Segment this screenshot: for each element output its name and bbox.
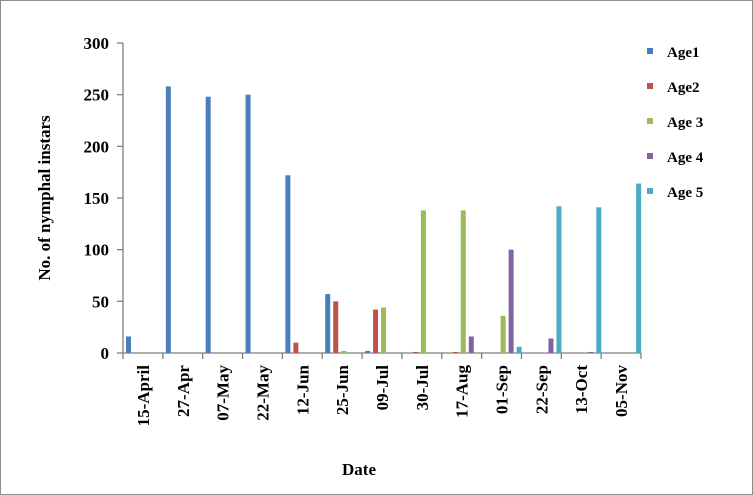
chart-axes: [122, 43, 641, 354]
bar: [373, 309, 379, 353]
legend-label: Age1: [667, 45, 700, 61]
bar: [412, 351, 418, 353]
x-tick-label: 13-Oct: [572, 365, 591, 414]
y-ticks: 0 50 100 150 200 250 300: [84, 34, 123, 363]
x-tick-label: 15-April: [134, 365, 153, 427]
bar: [126, 336, 131, 353]
y-tick-label: 50: [92, 292, 109, 311]
bar: [165, 86, 171, 354]
bar: [636, 183, 642, 353]
legend-swatch: [647, 153, 653, 159]
bar: [516, 346, 522, 353]
x-tick-label: 09-Jul: [373, 365, 392, 411]
bar: [460, 210, 466, 353]
x-tick-label: 27-Apr: [174, 365, 193, 417]
y-tick-label: 250: [84, 86, 110, 105]
legend-swatch: [647, 48, 653, 54]
bar: [341, 350, 347, 353]
y-tick-label: 300: [84, 34, 110, 53]
x-tick-label: 22-May: [253, 365, 272, 421]
bar: [205, 96, 211, 353]
bar: [588, 351, 594, 353]
bar: [500, 315, 506, 353]
x-tick-label: 22-Sep: [532, 365, 551, 414]
x-tick-label: 12-Jun: [293, 364, 312, 415]
y-tick-label: 0: [101, 344, 110, 363]
y-tick-label: 150: [84, 189, 110, 208]
bar: [468, 336, 474, 353]
bar: [381, 307, 387, 353]
y-tick-label: 100: [84, 241, 110, 260]
x-tick-label: 01-Sep: [493, 365, 512, 414]
legend-label: Age 3: [667, 115, 703, 131]
y-axis-title: No. of nymphal instars: [35, 115, 54, 281]
bar: [420, 210, 426, 353]
bar: [325, 294, 331, 353]
bar: [556, 206, 562, 353]
x-axis-title: Date: [342, 460, 376, 479]
bar: [333, 301, 339, 353]
bar: [548, 338, 554, 353]
x-tick-label: 17-Aug: [453, 365, 472, 418]
bar: [596, 207, 602, 353]
x-tick-label: 07-May: [214, 365, 233, 421]
legend-swatch: [647, 118, 653, 124]
x-ticks: 15-April 27-Apr 07-May 22-May 12-Jun 25-Jun 09…: [122, 353, 642, 427]
bar: [452, 351, 458, 353]
bar: [365, 350, 371, 353]
bar: [245, 94, 251, 354]
x-tick-label: 25-Jun: [333, 364, 352, 415]
legend-swatch: [647, 188, 653, 194]
legend-label: Age 4: [667, 150, 704, 166]
legend-swatch: [647, 83, 653, 89]
bar: [508, 249, 514, 353]
bar: [293, 342, 299, 353]
y-tick-label: 200: [84, 137, 110, 156]
bar: [285, 175, 291, 353]
x-tick-label: 30-Jul: [413, 365, 432, 411]
x-tick-label: 05-Nov: [612, 365, 631, 417]
legend-label: Age 5: [667, 185, 703, 201]
bars: [126, 86, 642, 354]
legend: Age1 Age2 Age 3 Age 4 Age 5: [647, 45, 704, 201]
legend-label: Age2: [667, 80, 700, 96]
